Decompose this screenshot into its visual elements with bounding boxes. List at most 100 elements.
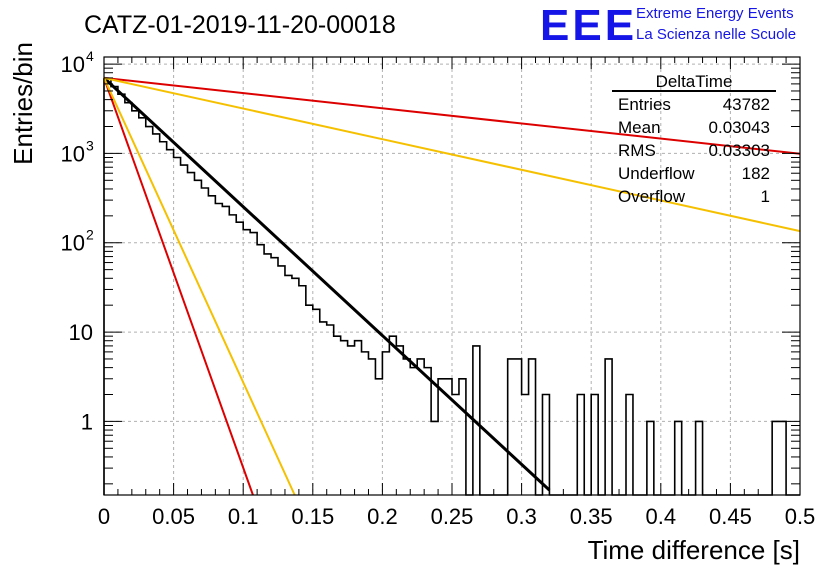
y-tick-label: 1 <box>81 409 93 434</box>
histogram-bin <box>334 336 341 495</box>
x-tick-label: 0.2 <box>367 504 398 529</box>
histogram-bin <box>403 359 410 495</box>
stats-label: Mean <box>618 118 661 137</box>
histogram-bin <box>348 346 355 495</box>
histogram-bin <box>160 142 167 495</box>
histogram-bin <box>194 180 201 495</box>
histogram-bin <box>362 352 369 495</box>
histogram-bin <box>368 359 375 495</box>
y-tick-label: 10 <box>69 320 93 345</box>
histogram-bin <box>772 421 779 495</box>
histogram-bin <box>299 286 306 495</box>
histogram-bin <box>424 368 431 495</box>
stats-label: RMS <box>618 141 656 160</box>
y-axis-label: Entries/bin <box>8 42 38 165</box>
logo-eee-text: EEE <box>540 1 637 50</box>
histogram-bin <box>174 157 181 495</box>
x-tick-label: 0.3 <box>506 504 537 529</box>
histogram-bin <box>696 421 703 495</box>
y-tick-label: 10 <box>61 141 85 166</box>
fit-line <box>103 77 296 496</box>
histogram-bin <box>375 379 382 495</box>
histogram-bin <box>647 421 654 495</box>
histogram-bin <box>188 173 195 495</box>
histogram-bin <box>431 421 438 495</box>
fit-line <box>103 77 254 496</box>
histogram-bin <box>515 359 522 495</box>
fit-line <box>103 76 801 155</box>
x-tick-label: 0.35 <box>570 504 613 529</box>
histogram-bin <box>605 359 612 495</box>
eee-logo: EEE Extreme Energy Events La Scienza nel… <box>540 1 796 50</box>
histogram-bin <box>306 305 313 495</box>
logo-line-2: La Scienza nelle Scuole <box>636 26 796 43</box>
histogram-bin <box>285 275 292 495</box>
stats-label: Entries <box>618 95 671 114</box>
histogram-bin <box>125 103 132 495</box>
histogram-bin <box>577 395 584 495</box>
histogram-bin <box>382 352 389 495</box>
x-axis-ticks: 0 0.05 0.1 0.15 0.2 0.25 0.3 0.35 0.4 0.45 0.5 <box>98 57 815 529</box>
histogram-bin <box>118 94 125 495</box>
histogram-bin <box>327 325 334 495</box>
stats-value: 182 <box>742 164 770 183</box>
y-tick-exponent: 2 <box>86 227 94 243</box>
histogram-bin <box>389 336 396 495</box>
x-tick-label: 0.15 <box>291 504 334 529</box>
histogram-bin <box>417 359 424 495</box>
x-tick-label: 0.5 <box>785 504 816 529</box>
histogram-bin <box>271 258 278 495</box>
grid-lines <box>104 57 800 495</box>
y-tick-label: 10 <box>61 231 85 256</box>
histogram-bin <box>139 118 146 495</box>
y-tick-label: 10 <box>61 52 85 77</box>
histogram-bin <box>591 395 598 495</box>
stats-label: Underflow <box>618 164 695 183</box>
x-tick-label: 0.05 <box>152 504 195 529</box>
x-tick-label: 0.25 <box>431 504 474 529</box>
histogram-bin <box>104 79 111 495</box>
x-tick-label: 0.45 <box>709 504 752 529</box>
histogram-bin <box>313 309 320 495</box>
histogram-bin <box>208 196 215 495</box>
fit-line <box>103 76 801 233</box>
histogram-bin <box>215 203 222 495</box>
histogram-bin <box>522 395 529 495</box>
histogram-bin <box>452 395 459 495</box>
histogram-bin <box>167 150 174 495</box>
y-tick-exponent: 3 <box>86 137 94 153</box>
histogram-bin <box>675 421 682 495</box>
stats-value: 0.03043 <box>709 118 770 137</box>
logo-line-1: Extreme Energy Events <box>636 5 794 22</box>
histogram-bin <box>292 278 299 495</box>
histogram-bin <box>438 379 445 495</box>
fit-line <box>102 76 551 492</box>
histogram-bin <box>257 245 264 495</box>
fit-lines <box>102 76 801 496</box>
x-tick-label: 0.1 <box>228 504 259 529</box>
histogram-bin <box>459 379 466 495</box>
stats-label: Overflow <box>618 187 686 206</box>
histogram-bin <box>396 346 403 495</box>
histogram-bin <box>626 395 633 495</box>
x-tick-label: 0 <box>98 504 110 529</box>
histogram-bin <box>341 341 348 495</box>
stats-box: DeltaTime Entries 43782 Mean 0.03043 RMS 0.03… <box>612 72 776 206</box>
histogram-bin <box>410 368 417 495</box>
x-axis-label: Time difference [s] <box>588 535 800 565</box>
histogram-bin <box>111 87 118 495</box>
histogram-bin <box>542 395 549 495</box>
stats-value: 43782 <box>723 95 770 114</box>
histogram-bin <box>181 165 188 495</box>
run-title: CATZ-01-2019-11-20-00018 <box>84 11 396 39</box>
histogram-bin <box>320 322 327 495</box>
histogram-bin <box>779 421 786 495</box>
stats-rows: Entries 43782 Mean 0.03043 RMS 0.03303 Underfl… <box>618 95 770 206</box>
stats-value: 1 <box>761 187 770 206</box>
stats-title: DeltaTime <box>656 72 733 91</box>
histogram-bin <box>264 254 271 495</box>
histogram-bin <box>243 230 250 495</box>
histogram-bin <box>250 233 257 495</box>
